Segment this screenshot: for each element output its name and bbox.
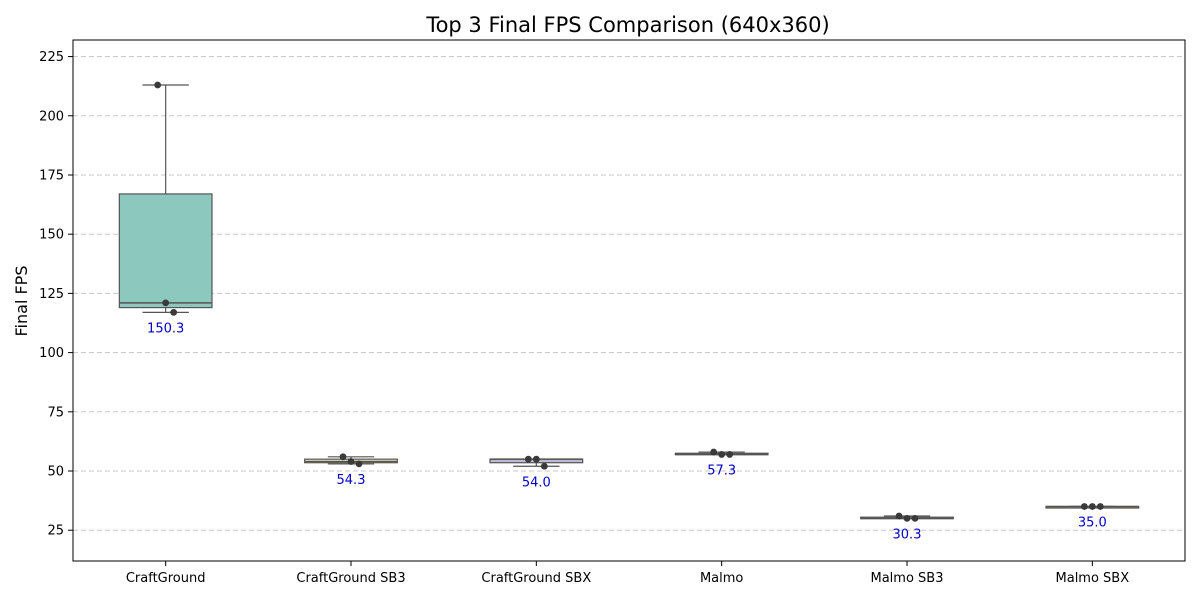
data-point	[718, 451, 726, 458]
grid-layer	[73, 56, 1185, 531]
box-group: 57.3	[674, 448, 769, 478]
y-tick-label: 25	[47, 524, 64, 539]
data-point	[710, 448, 718, 456]
y-tick-label: 50	[47, 465, 64, 480]
x-tick-label: CraftGround SBX	[481, 571, 591, 586]
data-point	[1080, 503, 1088, 510]
data-point	[355, 460, 363, 468]
x-tick-label: Malmo SB3	[871, 571, 944, 586]
mean-value-label: 35.0	[1078, 516, 1107, 531]
box-iqr	[118, 193, 213, 309]
data-point	[347, 458, 355, 465]
y-tick-label: 225	[39, 50, 64, 65]
box-group: 30.3	[860, 512, 954, 542]
data-point	[339, 453, 347, 461]
data-point	[540, 462, 548, 470]
data-point	[532, 455, 540, 463]
box-group: 150.3	[118, 81, 213, 336]
data-point	[726, 451, 734, 458]
data-point	[162, 299, 170, 307]
data-point	[524, 455, 532, 463]
y-tick-label: 150	[39, 228, 64, 243]
box-group: 54.0	[489, 455, 584, 490]
plot-frame	[72, 39, 1186, 562]
y-tick-label: 75	[47, 405, 64, 420]
data-point	[154, 81, 162, 89]
data-point	[895, 512, 903, 520]
mean-value-label: 54.0	[522, 475, 551, 490]
data-point	[911, 514, 919, 522]
box-group: 54.3	[304, 453, 398, 488]
mean-value-label: 30.3	[893, 527, 922, 542]
y-tick-label: 175	[39, 168, 64, 183]
data-point	[903, 514, 911, 522]
box-group: 35.0	[1045, 503, 1140, 531]
chart-title: Top 3 Final FPS Comparison (640x360)	[425, 13, 829, 37]
x-tick-label: CraftGround SB3	[296, 571, 405, 586]
tick-layer: 25 50 75 100 125 150 175 200 225 CraftGround Craft…	[39, 50, 1129, 586]
x-tick-label: CraftGround	[126, 571, 206, 586]
y-tick-label: 125	[39, 287, 64, 302]
mean-value-label: 150.3	[147, 321, 184, 336]
data-point	[1096, 503, 1104, 510]
x-tick-label: Malmo	[700, 571, 743, 586]
y-tick-label: 200	[39, 109, 64, 124]
box-layer: 150.3 54.3 54.0 57.3 30.3 35.0	[118, 81, 1140, 542]
mean-value-label: 57.3	[707, 463, 736, 478]
data-point	[170, 308, 178, 316]
y-axis-label: Final FPS	[12, 266, 31, 337]
data-point	[1088, 503, 1096, 510]
x-tick-label: Malmo SBX	[1056, 571, 1130, 586]
mean-value-label: 54.3	[337, 473, 366, 488]
y-tick-label: 100	[39, 346, 64, 361]
